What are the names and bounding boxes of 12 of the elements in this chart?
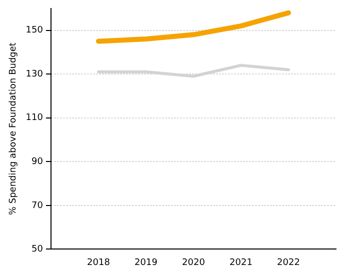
y-tick-label: 50 [32, 244, 44, 255]
x-tick-label: 2020 [182, 258, 206, 268]
x-tick-label: 2022 [277, 258, 300, 268]
x-tick-label: 2018 [87, 258, 110, 268]
x-tick-label: 2019 [134, 258, 158, 268]
y-tick-label: 90 [32, 156, 44, 167]
y-axis-title: % Spending above Foundation Budget [8, 42, 19, 216]
y-tick-label: 130 [26, 69, 44, 80]
y-tick-label: 110 [26, 113, 44, 124]
x-tick-label: 2021 [230, 258, 252, 268]
y-tick-label: 70 [32, 200, 44, 211]
y-tick-label: 150 [26, 26, 44, 36]
